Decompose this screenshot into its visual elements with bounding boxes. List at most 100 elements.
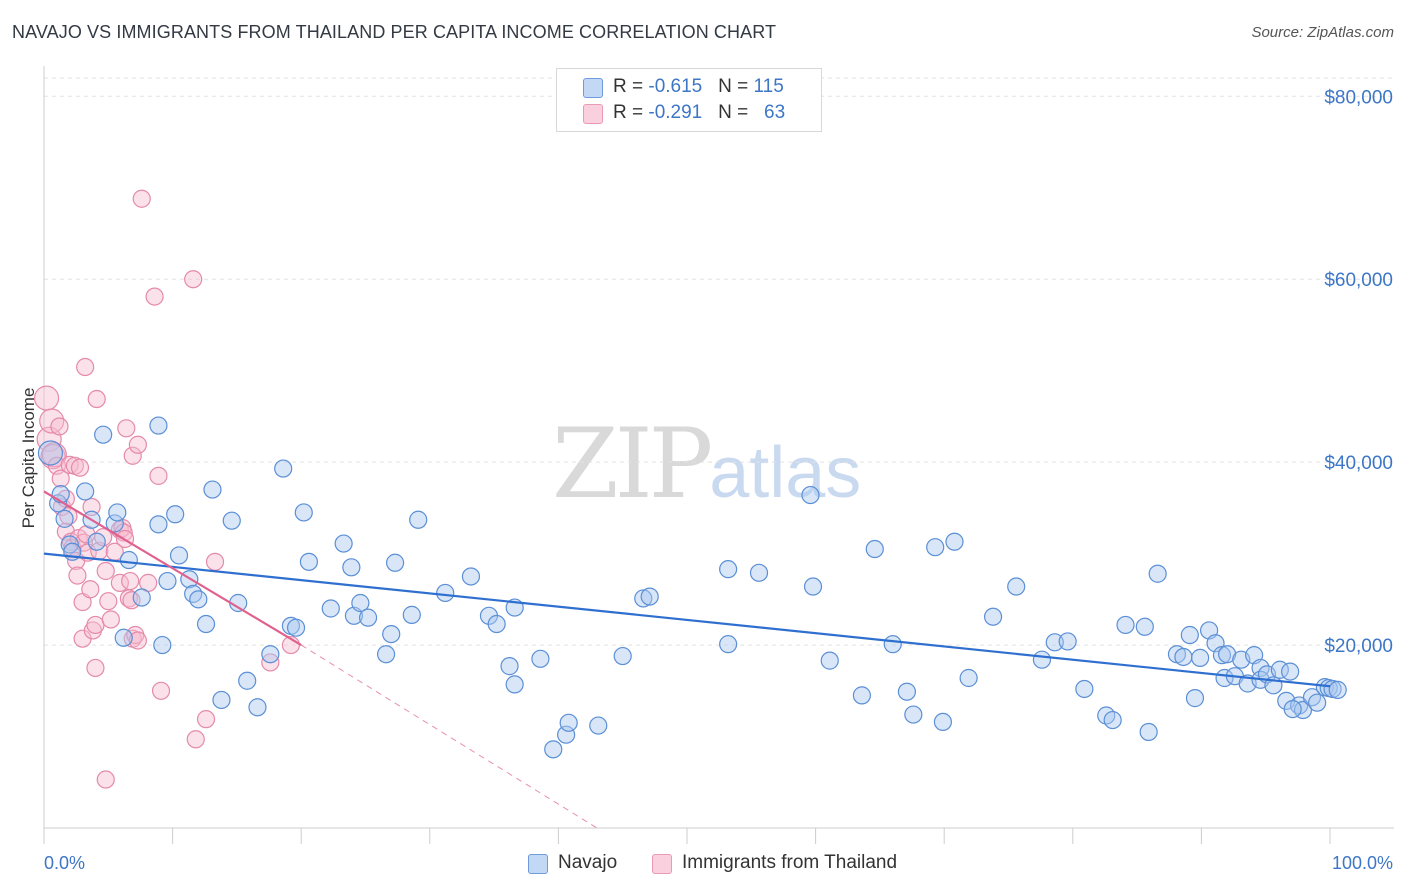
navajo-point bbox=[286, 618, 306, 637]
navajo-point bbox=[351, 593, 370, 613]
thailand-point bbox=[40, 444, 66, 470]
thailand-point bbox=[70, 458, 90, 477]
navajo-point bbox=[1139, 722, 1158, 742]
navajo-point bbox=[212, 690, 231, 710]
navajo-point bbox=[382, 624, 401, 644]
thailand-point bbox=[101, 610, 120, 629]
navajo-point bbox=[933, 712, 953, 732]
navajo-legend-swatch bbox=[528, 854, 548, 874]
navajo-point bbox=[589, 716, 608, 735]
thailand-point bbox=[96, 561, 115, 581]
thailand-point bbox=[99, 592, 118, 611]
navajo-point bbox=[1116, 615, 1135, 635]
y-axis-title: Per Capita Income bbox=[19, 388, 38, 529]
thailand-point bbox=[128, 631, 147, 650]
navajo-point bbox=[149, 515, 168, 534]
navajo-point bbox=[1174, 647, 1193, 667]
navajo-point bbox=[105, 514, 124, 533]
navajo-point bbox=[500, 657, 519, 676]
navajo-point bbox=[1191, 648, 1210, 667]
legend-r-value-navajo: -0.615 bbox=[648, 76, 703, 97]
navajo-point bbox=[189, 590, 208, 609]
navajo-point bbox=[238, 671, 257, 690]
thailand-trend-extension bbox=[300, 644, 598, 829]
navajo-point bbox=[505, 675, 524, 694]
legend-n-value-thailand: 63 bbox=[764, 102, 786, 123]
y-tick-label: $60,000 bbox=[1324, 270, 1393, 291]
navajo-point bbox=[184, 584, 203, 603]
navajo-point bbox=[1185, 689, 1205, 708]
navajo-point bbox=[803, 577, 823, 596]
grid-lines bbox=[44, 77, 1394, 646]
chart-title: NAVAJO VS IMMIGRANTS FROM THAILAND PER C… bbox=[12, 22, 777, 42]
navajo-point bbox=[883, 635, 902, 654]
navajo-point bbox=[153, 635, 172, 655]
thailand-point bbox=[117, 419, 136, 438]
thailand-point bbox=[184, 270, 203, 289]
navajo-point bbox=[436, 583, 455, 603]
navajo-point bbox=[801, 485, 820, 505]
navajo-point bbox=[132, 588, 151, 607]
navajo-point bbox=[820, 651, 839, 670]
legend-n-label: N = bbox=[718, 76, 754, 97]
navajo-point bbox=[1058, 632, 1077, 651]
thailand-swatch bbox=[583, 104, 603, 124]
navajo-point bbox=[983, 607, 1003, 626]
thailand-point bbox=[186, 730, 205, 749]
navajo-point bbox=[1212, 646, 1232, 665]
thailand-point bbox=[50, 417, 69, 436]
legend-label-navajo: Navajo bbox=[558, 852, 618, 873]
navajo-point bbox=[1302, 688, 1322, 707]
navajo-point bbox=[1148, 564, 1167, 583]
navajo-trend-line bbox=[43, 552, 1331, 688]
navajo-point bbox=[1032, 650, 1052, 669]
navajo-point bbox=[149, 416, 168, 435]
navajo-point bbox=[169, 546, 189, 565]
thailand-point bbox=[122, 591, 141, 610]
navajo-point bbox=[274, 459, 293, 478]
navajo-point bbox=[640, 587, 659, 606]
navajo-point bbox=[321, 599, 340, 618]
navajo-point bbox=[1323, 679, 1342, 699]
navajo-points bbox=[37, 416, 1347, 759]
legend-r-label: R = bbox=[613, 102, 649, 123]
navajo-point bbox=[634, 589, 653, 608]
axes bbox=[43, 66, 1394, 844]
legend-r-value-thailand: -0.291 bbox=[648, 102, 703, 123]
navajo-point bbox=[376, 645, 396, 664]
thailand-point bbox=[86, 615, 105, 635]
thailand-point bbox=[87, 389, 106, 409]
navajo-point bbox=[1180, 625, 1199, 645]
watermark: ZIPatlas bbox=[552, 408, 861, 520]
navajo-point bbox=[222, 511, 241, 530]
navajo-point bbox=[1283, 699, 1302, 719]
x-tick-labels: 0.0% 100.0% bbox=[44, 853, 1393, 873]
navajo-point bbox=[557, 725, 576, 744]
navajo-point bbox=[385, 553, 405, 572]
navajo-point bbox=[358, 608, 378, 627]
navajo-point bbox=[926, 538, 945, 557]
navajo-point bbox=[749, 563, 769, 582]
navajo-point bbox=[87, 532, 106, 551]
thailand-legend-swatch bbox=[652, 854, 672, 874]
x-tick-label-min: 0.0% bbox=[44, 853, 85, 873]
navajo-point bbox=[94, 425, 113, 444]
navajo-point bbox=[945, 532, 964, 551]
legend-n-label: N = bbox=[718, 102, 754, 123]
navajo-point bbox=[166, 505, 185, 524]
thailand-point bbox=[151, 681, 171, 700]
thailand-point bbox=[33, 385, 60, 411]
navajo-point bbox=[1135, 617, 1154, 636]
navajo-point bbox=[1308, 693, 1327, 712]
thailand-point bbox=[132, 189, 151, 208]
navajo-point bbox=[108, 503, 127, 522]
navajo-point bbox=[402, 605, 421, 624]
navajo-point bbox=[897, 682, 917, 701]
legend-label-thailand: Immigrants from Thailand bbox=[682, 852, 898, 873]
navajo-point bbox=[409, 510, 428, 529]
trend-lines bbox=[43, 490, 1331, 829]
navajo-point bbox=[1075, 679, 1094, 699]
navajo-point bbox=[1045, 633, 1064, 652]
navajo-point bbox=[1281, 662, 1300, 681]
